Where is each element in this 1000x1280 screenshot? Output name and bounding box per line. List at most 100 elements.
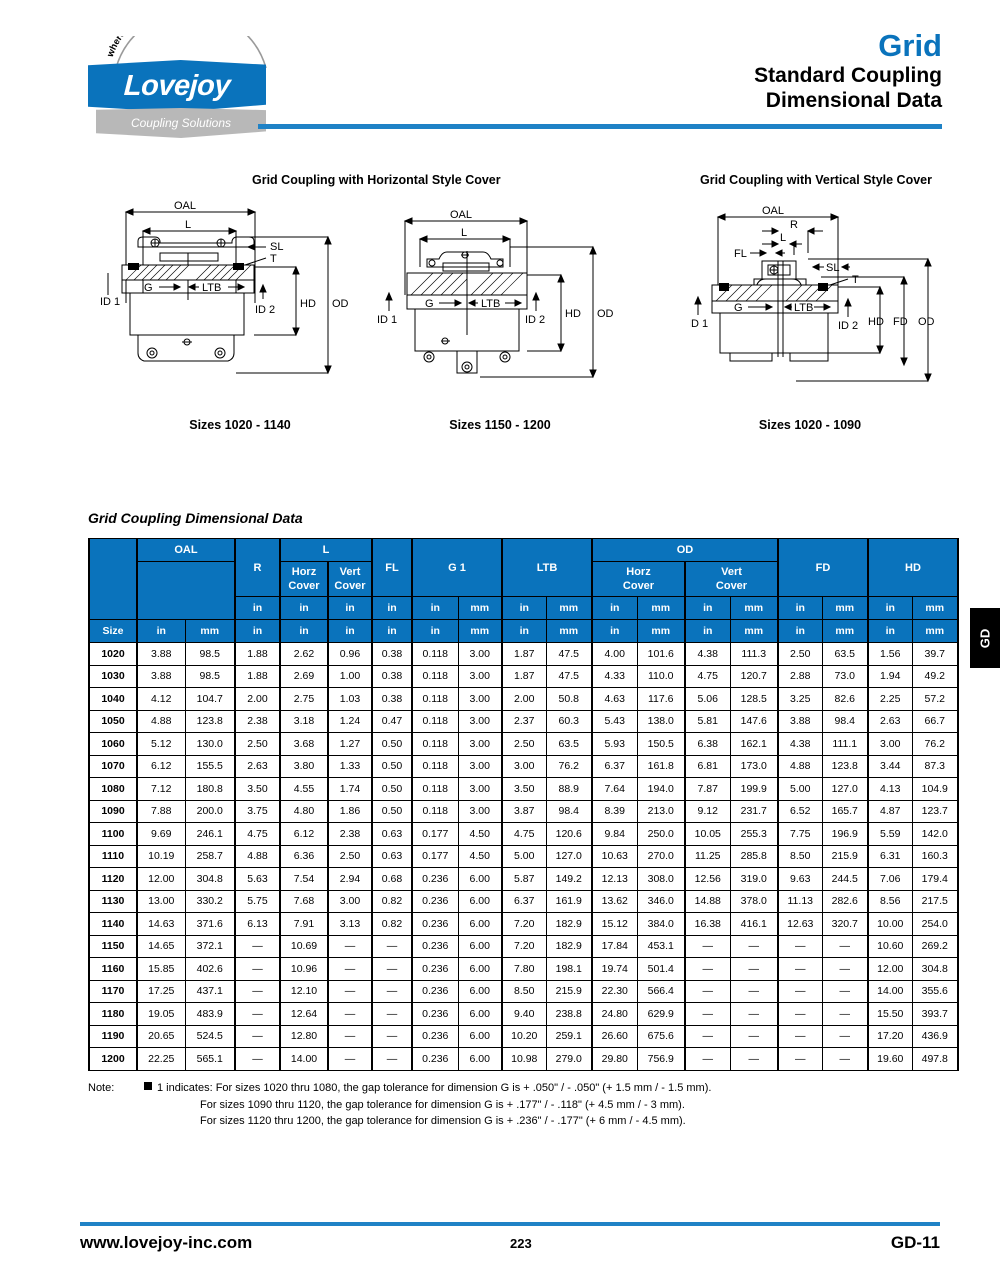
th-size [88,538,138,620]
th-unit-hdin-b: in [867,619,913,643]
section-tab-gd[interactable]: GD [970,608,1000,668]
cell-od_v_mm: — [729,1047,779,1071]
cell-oal_in: 4.88 [136,709,186,733]
cell-ltb_in: 10.20 [501,1024,547,1048]
cell-g1_mm: 6.00 [457,867,503,891]
cell-od_v_mm: — [729,1002,779,1026]
th-unit-fdmm-b: mm [821,619,869,643]
cell-hd_mm: 436.9 [911,1024,959,1048]
cell-hd_mm: 87.3 [911,754,959,778]
cell-oal_mm: 437.1 [184,979,236,1003]
cell-r_in: 6.13 [234,912,281,936]
svg-text:SL: SL [270,241,283,253]
cell-fl_in: — [371,1002,413,1026]
cell-fd_in: 8.50 [777,844,823,868]
cell-oal_mm: 98.5 [184,664,236,688]
th-unit-l-horz: in [279,596,329,620]
cell-hd_mm: 217.5 [911,889,959,913]
footer-website[interactable]: www.lovejoy-inc.com [80,1233,253,1252]
page-subtitle-2: Dimensional Data [765,89,942,113]
sub-horz-word-3: Horz [626,565,651,578]
cell-fl_in: 0.50 [371,777,413,801]
cell-fd_in: — [777,979,823,1003]
cell-fd_mm: 73.0 [821,664,869,688]
cell-oal_mm: 180.8 [184,777,236,801]
table-row: 1190 20.65 524.5—12.80— —0.236 6.00 10.20 259.… [88,1024,959,1048]
cell-ltb_mm: 198.1 [545,957,593,981]
cell-g1_mm: 6.00 [457,912,503,936]
cell-od_h_mm: 501.4 [636,957,686,981]
cell-g1_mm: 6.00 [457,1024,503,1048]
th-unit-lh-b: in [279,619,329,643]
cell-oal_in: 22.25 [136,1047,186,1071]
cell-oal_in: 15.85 [136,957,186,981]
cell-g1_in: 0.236 [411,1024,459,1048]
cell-l_vert: 2.94 [327,867,373,891]
cell-size: 1020 [88,642,138,666]
square-bullet-icon [144,1082,152,1090]
cell-g1_mm: 3.00 [457,664,503,688]
th-unit-size: Size [88,619,138,643]
th-group-fl: FL [371,538,413,597]
cell-oal_in: 17.25 [136,979,186,1003]
cell-ltb_in: 2.37 [501,709,547,733]
cell-hd_in: 4.87 [867,799,913,823]
cell-hd_mm: 123.7 [911,799,959,823]
cell-oal_mm: 98.5 [184,642,236,666]
cell-od_h_in: 8.39 [591,799,638,823]
cell-size: 1190 [88,1024,138,1048]
cell-od_h_in: 15.12 [591,912,638,936]
cell-hd_mm: 179.4 [911,867,959,891]
cell-od_h_in: 4.63 [591,687,638,711]
header-subgroup-row: Horz Cover Vert Cover Horz Cover Vert Co… [89,561,958,620]
cell-od_h_mm: 629.9 [636,1002,686,1026]
svg-text:FL: FL [734,248,747,260]
logo-banner: Lovejoy [88,60,266,112]
table-row: 1110 10.19 258.7 4.88 6.36 2.50 0.63 0.177 4.50 5… [88,844,959,868]
cell-g1_in: 0.236 [411,889,459,913]
cell-fd_in: — [777,1047,823,1071]
cell-hd_in: 10.60 [867,934,913,958]
cell-fd_mm: 320.7 [821,912,869,936]
cell-hd_mm: 39.7 [911,642,959,666]
table-row: 1050 4.88 123.8 2.38 3.18 1.24 0.47 0.118 3.00 2.… [88,709,959,733]
cell-fl_in: 0.63 [371,844,413,868]
cell-od_v_in: 11.25 [684,844,731,868]
cell-ltb_mm: 50.8 [545,687,593,711]
th-unit-g1mm-b: mm [457,619,503,643]
cell-ltb_mm: 63.5 [545,732,593,756]
cell-r_in: 3.50 [234,777,281,801]
cell-ltb_in: 1.87 [501,642,547,666]
cell-l_horz: 3.68 [279,732,329,756]
cell-fd_mm: 196.9 [821,822,869,846]
svg-text:LTB: LTB [202,282,221,294]
svg-text:LTB: LTB [481,298,500,310]
cell-l_horz: 2.75 [279,687,329,711]
cell-fl_in: 0.38 [371,664,413,688]
cell-fd_in: 7.75 [777,822,823,846]
cell-l_vert: — [327,957,373,981]
svg-text:L: L [185,219,191,231]
cell-od_h_in: 13.62 [591,889,638,913]
cell-hd_in: 1.94 [867,664,913,688]
table-row: 1090 7.88 200.0 3.75 4.80 1.86 0.50 0.118 3.00 3.… [88,799,959,823]
cell-g1_in: 0.236 [411,912,459,936]
cell-g1_in: 0.177 [411,844,459,868]
cell-fl_in: 0.47 [371,709,413,733]
th-unit-g1-mm: mm [457,596,503,620]
cell-oal_in: 19.05 [136,1002,186,1026]
cell-od_v_in: — [684,1047,731,1071]
cell-g1_mm: 3.00 [457,687,503,711]
cell-od_v_in: 5.81 [684,709,731,733]
cell-fd_in: — [777,957,823,981]
cell-od_h_in: 26.60 [591,1024,638,1048]
cell-size: 1160 [88,957,138,981]
cell-od_h_mm: 308.0 [636,867,686,891]
cell-fd_mm: 244.5 [821,867,869,891]
cell-fd_in: 3.88 [777,709,823,733]
cell-oal_in: 6.12 [136,754,186,778]
cell-od_h_mm: 110.0 [636,664,686,688]
cell-fl_in: 0.38 [371,642,413,666]
cell-l_vert: 1.86 [327,799,373,823]
cell-g1_mm: 6.00 [457,979,503,1003]
